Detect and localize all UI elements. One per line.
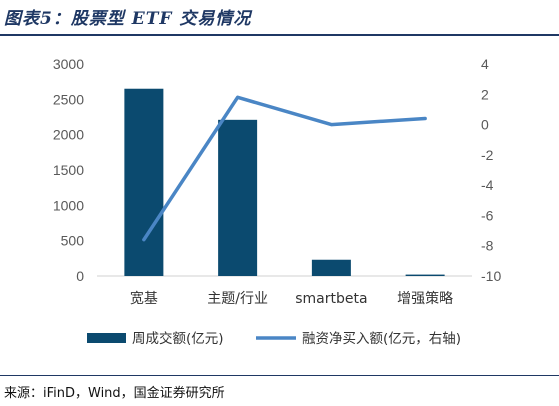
right-axis-tick-label: -8	[481, 238, 494, 254]
category-label: 主题/行业	[207, 291, 268, 307]
bar	[218, 119, 258, 277]
right-axis-tick-label: 2	[481, 86, 489, 102]
bar	[124, 88, 164, 276]
category-label: 宽基	[130, 290, 158, 307]
legend-line-label: 融资净买入额(亿元，右轴)	[302, 331, 461, 347]
legend-bar-label: 周成交额(亿元)	[132, 330, 224, 347]
left-axis-tick-label: 0	[76, 268, 84, 284]
bar	[405, 274, 445, 276]
right-axis-tick-label: 4	[481, 56, 489, 72]
left-axis-tick-label: 1000	[53, 197, 84, 213]
source-note: 来源：iFinD，Wind，国金证券研究所	[4, 386, 225, 401]
right-axis-tick-label: -2	[481, 147, 494, 163]
right-axis-tick-label: -6	[481, 207, 494, 223]
left-axis-tick-label: 3000	[53, 56, 84, 72]
left-axis-tick-label: 1500	[53, 162, 84, 178]
left-axis-tick-label: 2500	[53, 91, 84, 107]
title-divider	[0, 34, 559, 36]
right-axis-tick-label: 0	[481, 117, 489, 133]
category-label: smartbeta	[295, 291, 367, 307]
left-axis-tick-label: 2000	[53, 127, 84, 143]
figure-title: 图表5：股票型 ETF 交易情况	[4, 9, 252, 29]
bar	[311, 259, 351, 276]
right-axis-tick-label: -10	[481, 268, 501, 284]
right-axis-tick-label: -4	[481, 177, 494, 193]
legend-bar-swatch	[87, 333, 126, 343]
source-divider	[0, 375, 559, 376]
chart: 0 500 1000 1500 2000 2500 3000 -10 -8 -6 -4 -2 0 2 4 宽基…	[53, 56, 502, 347]
line-series	[142, 95, 427, 242]
left-axis-tick-label: 500	[61, 233, 85, 249]
category-label: 增强策略	[397, 290, 453, 307]
